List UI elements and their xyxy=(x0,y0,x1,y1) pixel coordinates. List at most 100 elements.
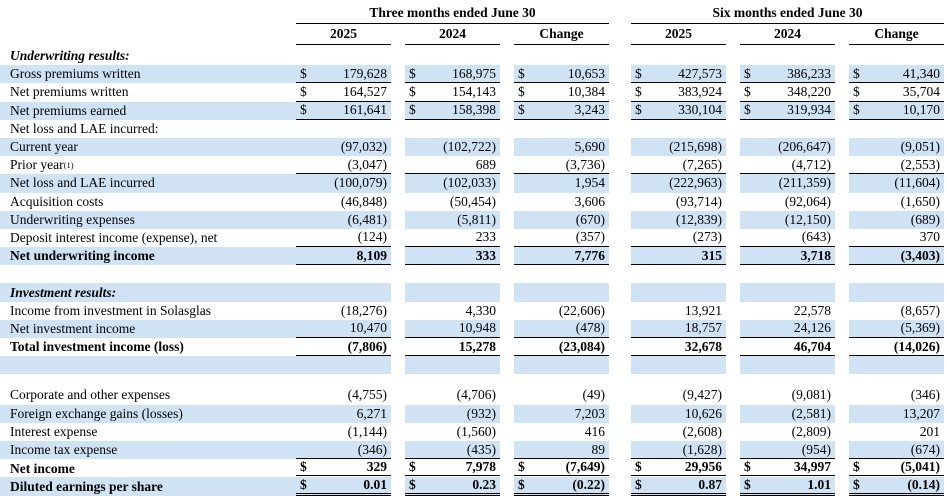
cell-value: 10,384 xyxy=(567,83,605,99)
column-gap xyxy=(391,83,405,101)
column-gap xyxy=(391,283,405,301)
value-cell: 10,948 xyxy=(405,319,500,338)
row-label: Acquisition costs xyxy=(0,193,296,211)
column-gap xyxy=(835,320,849,338)
value-cell: 10,626 xyxy=(631,404,726,423)
row-label: Net loss and LAE incurred xyxy=(0,174,296,193)
row-label: Net loss and LAE incurred: xyxy=(0,120,296,138)
value-cell: 6,271 xyxy=(296,404,391,423)
dollar-sign: $ xyxy=(518,477,525,493)
value-cell: $ (5,041) xyxy=(849,459,944,479)
column-gap xyxy=(391,120,405,138)
column-gap xyxy=(835,247,849,265)
value-cell xyxy=(849,120,944,138)
cell-value: 10,470 xyxy=(349,320,387,336)
value-cell xyxy=(514,47,609,65)
dollar-sign: $ xyxy=(518,83,525,99)
row-label: Net investment income xyxy=(0,319,296,338)
cell-value: (1,560) xyxy=(456,423,496,439)
row-label-text: Gross premiums written xyxy=(10,66,141,82)
value-cell: $ (0.22) xyxy=(514,477,609,497)
value-cell: (1,650) xyxy=(849,193,944,211)
column-gap xyxy=(609,83,631,101)
value-cell: (2,608) xyxy=(631,423,726,441)
cell-value: (215,698) xyxy=(669,139,722,155)
column-gap xyxy=(500,374,514,386)
column-gap xyxy=(391,441,405,459)
cell-value: (3,047) xyxy=(347,156,387,172)
column-gap xyxy=(609,156,631,174)
value-cell: $10,170 xyxy=(849,101,944,120)
row-label-text: Income from investment in Solasglas xyxy=(10,302,211,318)
column-gap xyxy=(835,374,849,386)
column-gap xyxy=(500,356,514,374)
cell-value: (346) xyxy=(357,441,387,457)
cell-value: (9,081) xyxy=(791,387,831,403)
row-label: Underwriting expenses xyxy=(0,210,296,229)
cell-value: (23,084) xyxy=(558,338,605,354)
value-cell: (1,144) xyxy=(296,423,391,441)
column-gap xyxy=(726,423,740,441)
row-label: Foreign exchange gains (losses) xyxy=(0,404,296,423)
column-gap xyxy=(835,47,849,65)
value-cell: (102,722) xyxy=(405,137,500,157)
value-cell xyxy=(849,265,944,283)
column-gap xyxy=(609,405,631,423)
cell-value: (11,604) xyxy=(894,175,940,191)
value-cell: $34,997 xyxy=(740,459,835,479)
cell-value: (932) xyxy=(466,405,496,421)
value-cell xyxy=(405,374,500,386)
value-cell: 10,470 xyxy=(296,319,391,338)
cell-value: (478) xyxy=(575,320,605,336)
cell-value: (102,033) xyxy=(443,175,496,191)
cell-value: (206,647) xyxy=(778,139,831,155)
column-gap xyxy=(500,47,514,65)
row-label: Net premiums earned xyxy=(0,101,296,120)
row-diluted-eps: Diluted earnings per share $0.01 $0.23 $ (0.… xyxy=(0,477,947,497)
dollar-sign: $ xyxy=(744,65,751,81)
col-header-3mo-2025: 2025 xyxy=(296,26,391,45)
cell-value: (4,712) xyxy=(791,156,831,172)
value-cell: (4,712) xyxy=(740,156,835,175)
value-cell: (97,032) xyxy=(296,137,391,157)
value-cell: 18,757 xyxy=(631,319,726,338)
value-cell xyxy=(296,47,391,65)
cell-value: 154,143 xyxy=(452,83,496,99)
value-cell xyxy=(740,265,835,283)
value-cell: (273) xyxy=(631,229,726,248)
value-cell: 13,207 xyxy=(849,404,944,423)
cell-value: (1,628) xyxy=(682,441,722,457)
value-cell xyxy=(849,47,944,65)
value-cell: (954) xyxy=(740,440,835,460)
value-cell: 233 xyxy=(405,229,500,248)
cell-value: 329 xyxy=(366,459,387,475)
column-gap xyxy=(835,423,849,441)
value-cell: 13,921 xyxy=(631,302,726,320)
six-months-group-header: Six months ended June 30 xyxy=(631,5,944,24)
value-cell: (49) xyxy=(514,386,609,404)
cell-value: (124) xyxy=(357,229,387,245)
cell-value: 24,126 xyxy=(793,320,831,336)
dollar-sign: $ xyxy=(853,102,860,118)
row-label: Gross premiums written xyxy=(0,65,296,84)
value-cell: (932) xyxy=(405,404,500,423)
column-gap xyxy=(726,441,740,459)
dollar-sign: $ xyxy=(409,102,416,118)
column-gap xyxy=(609,229,631,247)
cell-value: 7,978 xyxy=(465,459,496,475)
cell-value: 35,704 xyxy=(902,83,940,99)
value-cell: $179,628 xyxy=(296,65,391,84)
row-deposit-interest-income: Deposit interest income (expense), net (1… xyxy=(0,229,947,248)
row-corporate-other-expenses: Corporate and other expenses (4,755) (4,70… xyxy=(0,386,947,404)
column-gap xyxy=(835,356,849,374)
column-gap xyxy=(609,65,631,83)
cell-value: 10,948 xyxy=(458,320,496,336)
value-cell: $29,956 xyxy=(631,459,726,479)
column-gap xyxy=(500,156,514,174)
value-cell: (2,553) xyxy=(849,156,944,175)
value-cell: (3,403) xyxy=(849,247,944,266)
cell-value: 18,757 xyxy=(684,320,722,336)
dollar-sign: $ xyxy=(300,65,307,81)
value-cell xyxy=(514,283,609,302)
column-gap xyxy=(609,459,631,478)
